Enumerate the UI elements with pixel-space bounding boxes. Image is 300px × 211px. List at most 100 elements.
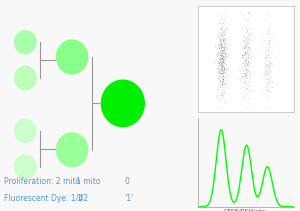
Point xyxy=(267,31,272,34)
Point xyxy=(245,69,250,73)
Point xyxy=(245,39,250,43)
Point xyxy=(223,51,227,54)
Point xyxy=(244,64,249,67)
Point xyxy=(249,56,254,59)
Point xyxy=(243,54,248,57)
Point xyxy=(241,74,246,77)
Point xyxy=(220,49,225,52)
Point xyxy=(244,70,249,73)
Point xyxy=(246,31,251,34)
Point xyxy=(219,74,224,77)
Point xyxy=(218,40,223,43)
Point xyxy=(221,57,226,61)
Point xyxy=(244,92,249,95)
Point xyxy=(241,55,246,59)
Point xyxy=(220,51,225,54)
Point xyxy=(218,23,223,27)
Point xyxy=(241,68,246,71)
Point xyxy=(221,36,226,39)
Point xyxy=(220,54,224,57)
Point xyxy=(217,69,222,72)
Point xyxy=(266,86,270,89)
Point xyxy=(222,68,227,71)
Point xyxy=(222,53,227,56)
Point xyxy=(266,45,271,48)
Point xyxy=(247,43,252,46)
Point xyxy=(223,20,227,24)
Point xyxy=(246,75,251,78)
Point xyxy=(243,44,248,47)
Point xyxy=(218,71,223,74)
Point xyxy=(240,52,244,56)
Point xyxy=(241,45,246,48)
Point xyxy=(264,29,269,32)
Point xyxy=(243,51,248,55)
Point xyxy=(218,72,223,75)
Point xyxy=(222,56,227,59)
Point xyxy=(268,52,273,56)
Point xyxy=(220,58,225,62)
Point xyxy=(266,55,270,58)
Point xyxy=(219,53,224,57)
Point xyxy=(266,40,271,43)
Point xyxy=(268,45,272,49)
Point xyxy=(242,34,247,38)
Point xyxy=(222,47,227,50)
Point xyxy=(243,38,248,41)
Point xyxy=(243,53,248,56)
Point xyxy=(224,44,228,47)
X-axis label: CFSE/PKH/etc.: CFSE/PKH/etc. xyxy=(224,208,268,211)
Point xyxy=(246,83,251,87)
Point xyxy=(223,47,228,50)
Point xyxy=(266,80,271,83)
Point xyxy=(221,39,226,43)
Point xyxy=(246,88,250,91)
Point xyxy=(270,48,275,51)
Point xyxy=(245,60,250,64)
Point xyxy=(220,50,225,53)
Point xyxy=(243,51,248,55)
Point xyxy=(264,63,269,66)
Point xyxy=(215,77,220,81)
Point xyxy=(264,96,268,99)
Point xyxy=(243,81,248,85)
Point xyxy=(222,27,227,30)
Point xyxy=(247,53,251,57)
Point xyxy=(223,57,228,60)
Point xyxy=(265,74,270,77)
Point xyxy=(245,57,250,60)
Point xyxy=(261,64,266,67)
Point xyxy=(215,52,220,56)
Point xyxy=(246,11,250,14)
Point xyxy=(269,62,274,65)
Point xyxy=(240,53,245,57)
Point xyxy=(264,63,269,67)
Point xyxy=(217,52,222,55)
Point xyxy=(219,81,224,84)
Point xyxy=(220,53,225,56)
Point xyxy=(243,74,248,77)
Point xyxy=(220,72,225,75)
Point xyxy=(218,43,222,47)
Point xyxy=(239,75,244,78)
Point xyxy=(219,59,224,62)
Point xyxy=(220,49,225,52)
Point xyxy=(222,43,226,46)
Point xyxy=(218,52,223,55)
Point xyxy=(244,19,249,22)
Point xyxy=(266,38,271,42)
Point xyxy=(222,45,226,49)
Point xyxy=(263,54,268,57)
Point xyxy=(221,65,226,69)
Point xyxy=(241,46,245,50)
Point xyxy=(244,49,249,52)
Point xyxy=(245,33,250,36)
Point xyxy=(219,44,224,48)
Point xyxy=(221,60,226,63)
Point xyxy=(218,79,222,83)
Point xyxy=(244,57,249,60)
Point xyxy=(217,46,222,49)
Point xyxy=(267,65,272,69)
Point xyxy=(220,58,225,62)
Point xyxy=(266,78,271,81)
